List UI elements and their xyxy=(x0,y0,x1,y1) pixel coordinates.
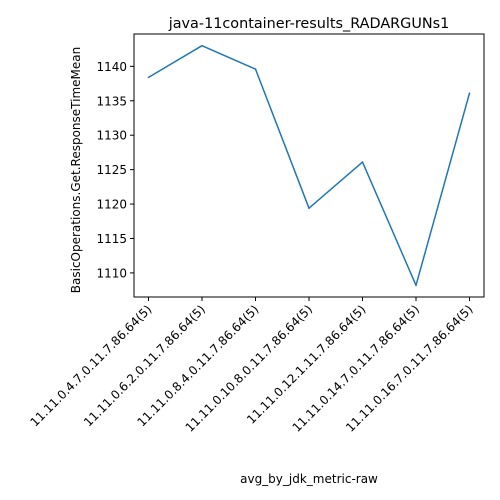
y-tick-label: 1140 xyxy=(96,60,127,74)
data-point xyxy=(468,92,471,95)
y-tick-label: 1110 xyxy=(96,266,127,280)
data-point xyxy=(361,161,364,163)
data-point xyxy=(201,44,203,47)
y-tick-label: 1135 xyxy=(96,94,127,108)
y-tick-label: 1120 xyxy=(96,198,127,212)
y-axis-ticks: 1110 1115 1120 1125 1130 1135 1140 xyxy=(96,60,134,280)
data-point xyxy=(254,68,257,70)
data-point xyxy=(308,207,310,209)
chart-title: java-11container-results_RADARGUNs1 xyxy=(168,16,450,32)
series-group xyxy=(147,44,471,287)
y-axis-title: BasicOperations.Get.ResponseTimeMean xyxy=(69,47,83,293)
data-point xyxy=(415,284,417,287)
y-tick-label: 1130 xyxy=(96,129,127,143)
data-point xyxy=(147,76,150,79)
y-tick-label: 1125 xyxy=(96,163,127,177)
y-tick-label: 1115 xyxy=(96,232,127,246)
x-axis-title: avg_by_jdk_metric-raw xyxy=(240,472,378,486)
